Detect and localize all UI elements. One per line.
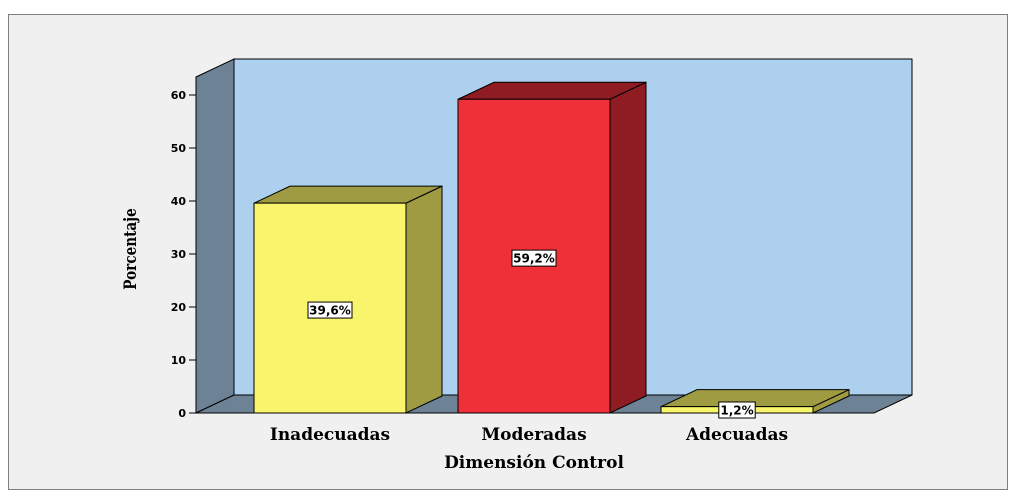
data-label-box (718, 401, 756, 419)
y-tick-label: 10 (171, 354, 187, 367)
x-axis-title: Dimensión Control (444, 453, 624, 473)
data-label: 39,6% (307, 301, 353, 319)
data-label-box (307, 301, 353, 319)
plot-side-wall (195, 58, 235, 414)
bar-side (609, 81, 647, 414)
y-tick-label: 0 (178, 407, 186, 420)
data-label-text: 59,2% (513, 252, 555, 266)
bars: 39,6% 59,2% 1,2% (253, 81, 850, 419)
bar-inadecuadas: 39,6% (253, 185, 443, 414)
data-label-text: 1,2% (720, 404, 753, 418)
y-tick-label: 30 (171, 248, 187, 261)
bar-adecuadas: 1,2% (660, 388, 850, 419)
data-label-text: 39,6% (309, 304, 351, 318)
x-tick-label: Adecuadas (685, 425, 788, 445)
y-axis-title: Porcentaje (121, 208, 141, 290)
data-label: 59,2% (511, 249, 557, 267)
data-label: 1,2% (718, 401, 756, 419)
y-axis: 0 10 20 30 40 50 60 (171, 89, 196, 420)
y-tick-label: 40 (171, 195, 187, 208)
x-axis: Inadecuadas Moderadas Adecuadas (270, 425, 788, 445)
x-tick-label: Inadecuadas (270, 425, 390, 445)
bar-side (405, 185, 443, 414)
y-tick-label: 50 (171, 142, 187, 155)
x-tick-label: Moderadas (481, 425, 586, 445)
y-tick-label: 20 (171, 301, 187, 314)
bar-moderadas: 59,2% (457, 81, 647, 414)
data-label-box (511, 249, 557, 267)
y-tick-label: 60 (171, 89, 187, 102)
